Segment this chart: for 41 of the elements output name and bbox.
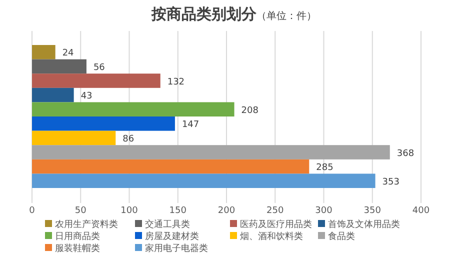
data-label: 147 [182,120,200,130]
legend-label: 农用生产资料类 [55,219,118,230]
bar [32,130,116,146]
data-label: 353 [382,177,400,188]
data-label: 86 [122,134,134,144]
legend-label: 首饰及文体用品类 [328,219,400,230]
x-tick-label: 400 [412,206,430,216]
data-label: 132 [167,77,185,88]
legend-label: 医药及医疗用品类 [240,219,312,230]
x-tick-label: 0 [29,206,36,216]
legend-label: 食品类 [328,231,355,242]
x-tick-label: 100 [120,206,138,216]
legend-label: 日用商品类 [55,231,100,242]
x-tick-label: 150 [169,206,187,216]
bar [32,59,86,74]
bar [32,88,74,102]
bar [32,116,175,131]
x-tick-label: 50 [74,206,87,216]
data-label: 43 [80,92,92,102]
legend-label: 服装鞋帽类 [55,243,100,254]
x-tick-label: 300 [315,206,333,216]
data-label: 285 [316,163,334,174]
bar [32,145,390,160]
legend-label: 家用电子电器类 [145,243,208,254]
data-label: 208 [241,106,259,116]
data-label: 56 [93,62,106,73]
legend-label: 房屋及建材类 [145,231,199,242]
data-label: 24 [62,48,74,59]
bar [32,74,160,88]
bar [32,174,376,188]
data-label: 368 [396,148,414,159]
legend-label: 交通工具类 [145,219,190,230]
chart-subtitle: （单位：件） [256,10,316,22]
x-tick-label: 350 [364,206,382,216]
x-tick-label: 250 [266,206,284,216]
bar [32,159,310,174]
bar [32,45,56,60]
legend-label: 烟、酒和饮料类 [240,231,303,242]
bar [32,102,234,116]
chart-title: 按商品类别划分 [150,5,258,23]
x-tick-label: 200 [218,206,236,216]
